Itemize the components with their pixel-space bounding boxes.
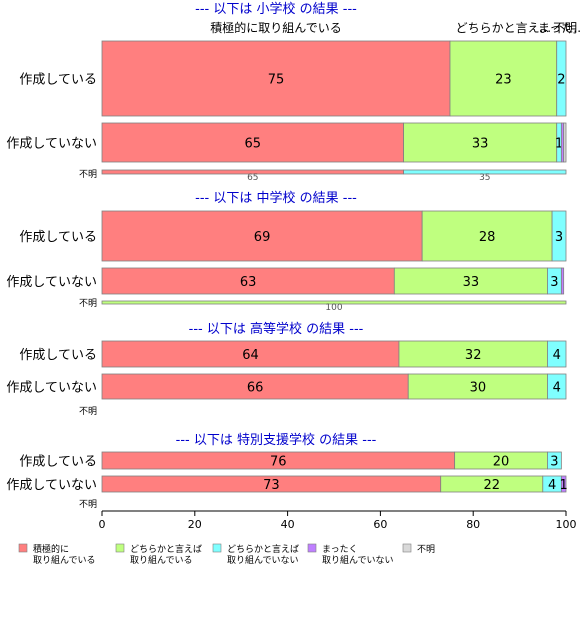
row-label-fumei: 不明 (79, 298, 97, 309)
top-annotation: まった... (538, 21, 580, 35)
legend-swatch (402, 543, 412, 553)
panel-title: --- 以下は 特別支援学校 の結果 --- (176, 432, 377, 448)
data-label: 65 (245, 137, 262, 152)
top-annotation: どちらかと言え... (456, 21, 551, 35)
data-label: 33 (472, 137, 489, 152)
legend-label: 取り組んでいる (130, 554, 193, 566)
bar-segment (449, 40, 558, 117)
data-label: 76 (270, 455, 287, 470)
data-label: 65 (247, 173, 258, 183)
data-label: 35 (479, 173, 490, 183)
data-label: 73 (263, 478, 280, 493)
data-label: 100 (325, 303, 342, 313)
x-tick-label: 100 (556, 518, 577, 531)
data-label: 4 (553, 381, 561, 396)
x-tick-label: 0 (99, 518, 106, 531)
row-label: 作成していない (6, 275, 97, 290)
data-label: 28 (479, 230, 496, 245)
row-label: 作成している (19, 348, 97, 363)
legend-label: どちらかと言えば (227, 543, 299, 555)
bar-segment (101, 267, 395, 295)
data-label: 1 (555, 137, 563, 152)
data-label: 32 (465, 348, 482, 363)
data-label: 33 (463, 275, 480, 290)
bar-segment (547, 373, 567, 400)
top-annotation: 不明 (553, 21, 577, 35)
row-label: 作成している (19, 73, 97, 88)
legend-label: 積極的に (33, 543, 69, 555)
bar-segment (101, 300, 567, 305)
row-label-fumei: 不明 (79, 169, 97, 180)
data-label: 3 (550, 275, 558, 290)
bar-segment (421, 210, 553, 262)
bar-segment (556, 40, 567, 117)
data-label: 1 (560, 478, 568, 493)
data-label: 2 (557, 73, 565, 88)
bar-segment (407, 373, 548, 400)
data-label: 69 (254, 230, 271, 245)
data-label: 64 (242, 348, 259, 363)
data-label: 3 (550, 455, 558, 470)
bar-segment (551, 210, 567, 262)
legend-swatch (115, 543, 125, 553)
bar-segment (560, 267, 565, 295)
panel-title: --- 以下は 高等学校 の結果 --- (189, 321, 364, 337)
panel-title: --- 以下は 中学校 の結果 --- (195, 190, 357, 206)
bar-segment (101, 122, 405, 163)
legend-label: どちらかと言えば (130, 543, 202, 555)
data-label: 66 (247, 381, 264, 396)
bar-segment (560, 475, 567, 493)
legend-label: 不明 (417, 544, 435, 555)
bar-segment (101, 210, 423, 262)
data-label: 63 (240, 275, 257, 290)
data-label: 22 (483, 478, 500, 493)
legend-label: 取り組んでいる (33, 554, 96, 566)
row-label: 作成している (19, 230, 97, 245)
legend-swatch (212, 543, 222, 553)
x-tick-label: 80 (466, 518, 480, 531)
data-label: 4 (548, 478, 556, 493)
row-label: 作成している (19, 455, 97, 470)
data-label: 4 (553, 348, 561, 363)
bar-segment (393, 267, 548, 295)
data-label: 30 (470, 381, 487, 396)
data-label: 20 (493, 455, 510, 470)
x-tick-label: 20 (188, 518, 202, 531)
data-label: 23 (495, 73, 512, 88)
legend-label: 取り組んでいない (322, 554, 394, 566)
legend-swatch (307, 543, 317, 553)
bar-segment (563, 122, 567, 163)
bar-segment (403, 122, 558, 163)
legend-label: まったく (322, 544, 358, 555)
bar-segment (547, 451, 562, 470)
row-label: 作成していない (6, 478, 97, 493)
row-label: 作成していない (6, 137, 97, 152)
bar-segment (547, 340, 567, 368)
row-label-fumei: 不明 (79, 406, 97, 417)
bar-segment (398, 340, 548, 368)
bar-segment (403, 169, 567, 175)
bar-segment (101, 373, 409, 400)
row-label-fumei: 不明 (79, 499, 97, 510)
row-label: 作成していない (6, 381, 97, 396)
data-label: 75 (268, 73, 285, 88)
panel-title: --- 以下は 小学校 の結果 --- (195, 1, 357, 17)
x-tick-label: 60 (373, 518, 387, 531)
legend-label: 取り組んでいない (227, 554, 299, 566)
data-label: 3 (555, 230, 563, 245)
legend-swatch (18, 543, 28, 553)
x-tick-label: 40 (281, 518, 295, 531)
top-annotation: 積極的に取り組んでいる (210, 20, 341, 35)
